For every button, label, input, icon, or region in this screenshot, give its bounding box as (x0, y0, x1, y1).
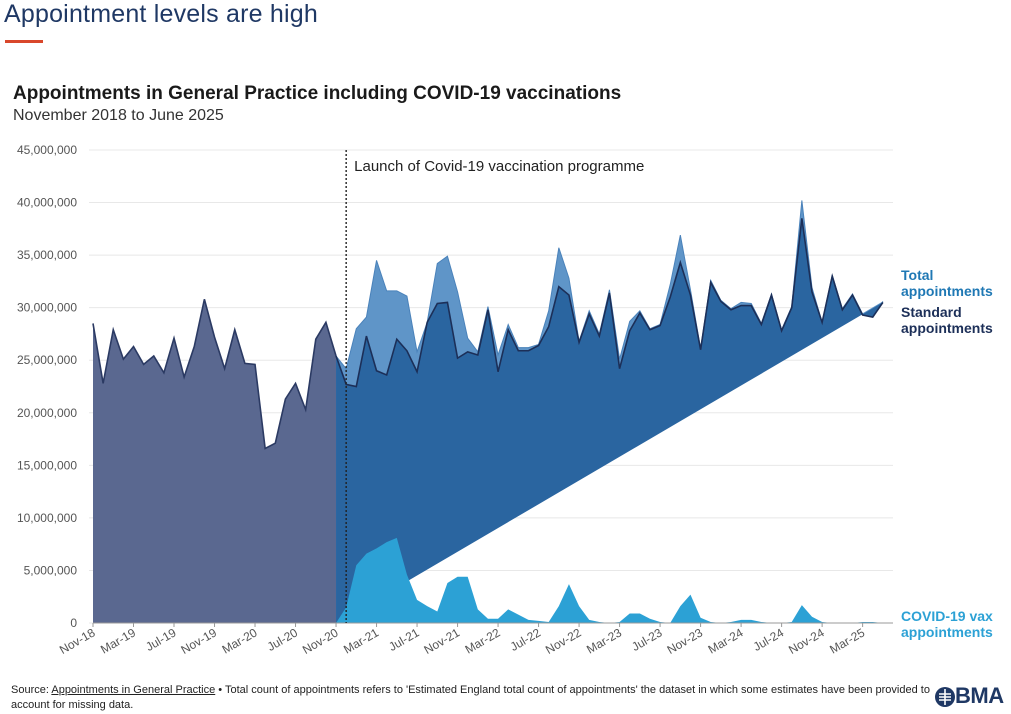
y-tick-label: 25,000,000 (17, 353, 77, 367)
chart-title: Appointments in General Practice includi… (13, 83, 622, 104)
chart-area: 0 5,000,000 10,000,000 15,000,000 20,000,000… (17, 143, 993, 657)
standard-appointments-label: Standard (901, 304, 962, 320)
x-tick-label: Nov-19 (179, 625, 220, 657)
source-note: Source: Appointments in General Practice… (11, 683, 931, 713)
x-tick-label: Nov-23 (665, 625, 706, 657)
x-tick-label: Jul-21 (386, 625, 422, 654)
area-series (92, 200, 884, 624)
vaccination-launch-label: Launch of Covid-19 vaccination programme (354, 158, 644, 175)
x-tick-label: Mar-21 (341, 625, 381, 656)
x-tick-label: Mar-19 (98, 625, 138, 656)
y-tick-label: 5,000,000 (24, 563, 78, 577)
y-tick-label: 35,000,000 (17, 248, 77, 262)
x-tick-label: Mar-24 (706, 625, 746, 656)
x-tick-label: Jul-22 (508, 625, 544, 654)
vax-appointments-area (336, 537, 883, 623)
x-tick-label: Nov-21 (422, 625, 463, 657)
y-tick-label: 20,000,000 (17, 406, 77, 420)
bma-logo-text: BMA (955, 683, 1004, 708)
x-tick-label: Mar-22 (463, 625, 503, 656)
chart-subtitle: November 2018 to June 2025 (13, 107, 224, 124)
page-headline: Appointment levels are high (4, 0, 318, 28)
source-prefix: Source: (11, 684, 52, 696)
source-rest: • Total count of appointments refers to … (11, 684, 930, 711)
vax-appointments-label: COVID-19 vax (901, 608, 993, 624)
x-tick-label: Nov-18 (57, 625, 98, 657)
x-tick-label: Mar-25 (827, 625, 867, 656)
y-tick-label: 40,000,000 (17, 196, 77, 210)
pre-launch-area (93, 299, 337, 623)
x-tick-label: Mar-23 (584, 625, 624, 656)
standard-appointments-line (335, 218, 884, 388)
bma-logo (935, 687, 955, 707)
total-appointments-label: Total (901, 267, 933, 283)
annotations: Launch of Covid-19 vaccination programme… (345, 150, 993, 640)
source-link[interactable]: Appointments in General Practice (51, 684, 216, 696)
x-tick-label: Jul-23 (629, 625, 665, 654)
y-tick-label: 30,000,000 (17, 301, 77, 315)
y-tick-label: 0 (70, 616, 77, 630)
y-tick-label: 15,000,000 (17, 458, 77, 472)
total-appointments-label: appointments (901, 283, 993, 299)
y-tick-label: 45,000,000 (17, 143, 77, 157)
x-tick-label: Jul-24 (751, 625, 787, 654)
vax-appointments-label: appointments (901, 624, 993, 640)
x-tick-label: Jul-19 (143, 625, 179, 654)
x-tick-label: Jul-20 (265, 625, 301, 654)
standard-appointments-label: appointments (901, 320, 993, 336)
standard-appointments-area (336, 218, 883, 624)
x-tick-label: Nov-20 (300, 625, 341, 657)
pre-launch-line (92, 299, 337, 450)
headline-accent-rule (5, 40, 43, 43)
x-tick-label: Nov-24 (786, 625, 827, 657)
x-tick-label: Nov-22 (543, 625, 584, 657)
y-tick-label: 10,000,000 (17, 511, 77, 525)
x-tick-label: Mar-20 (220, 625, 260, 656)
